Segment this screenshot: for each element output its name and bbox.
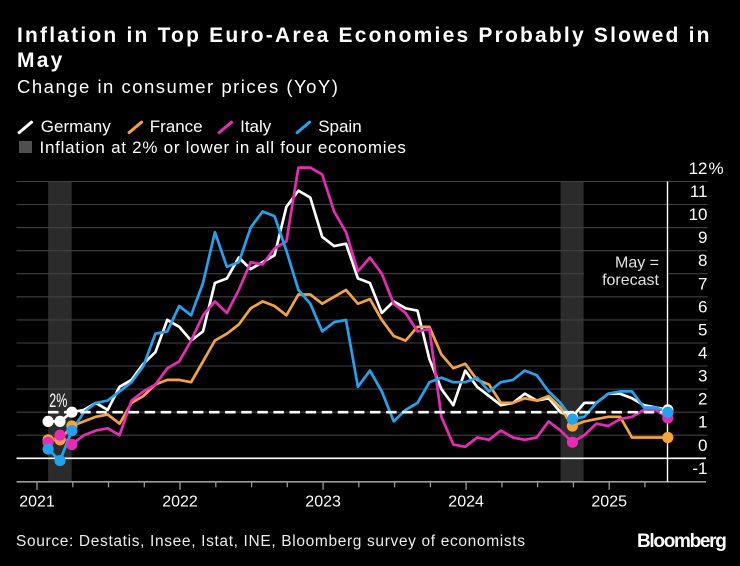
svg-text:2024: 2024 [448,494,484,511]
svg-text:7: 7 [698,274,707,293]
svg-text:6: 6 [698,297,707,316]
svg-text:12: 12 [689,159,708,178]
svg-text:2022: 2022 [162,494,198,511]
svg-text:11: 11 [690,182,708,201]
svg-text:4: 4 [698,344,707,363]
svg-text:2023: 2023 [305,494,341,511]
svg-text:-1: -1 [692,459,707,478]
svg-text:2021: 2021 [19,494,55,511]
svg-text:1: 1 [698,413,707,432]
svg-text:9: 9 [698,228,707,247]
svg-text:0: 0 [698,436,707,455]
svg-text:3: 3 [698,367,707,386]
svg-text:10: 10 [689,205,708,224]
svg-text:5: 5 [698,321,707,340]
svg-text:2%: 2% [49,390,67,412]
svg-text:forecast: forecast [602,272,659,289]
svg-text:8: 8 [698,251,707,270]
svg-text:May =: May = [615,255,659,272]
svg-text:2: 2 [698,390,707,409]
svg-text:%: % [709,159,724,178]
svg-text:2025: 2025 [591,494,627,511]
